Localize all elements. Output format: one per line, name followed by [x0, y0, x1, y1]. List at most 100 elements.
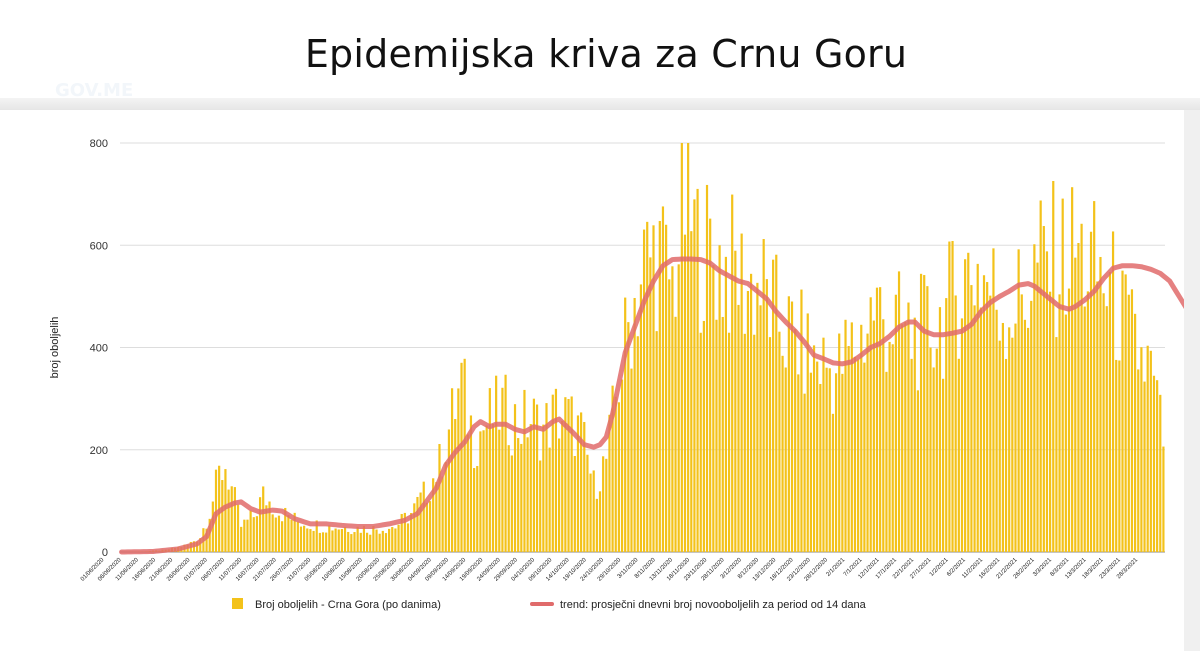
daily-cases-bar [800, 289, 803, 552]
daily-cases-bar [1064, 314, 1067, 552]
daily-cases-bar [1146, 345, 1149, 552]
daily-cases-bar [520, 443, 523, 552]
trend-line [119, 256, 1184, 555]
y-tick-label: 400 [90, 343, 108, 355]
daily-cases-bar [948, 241, 951, 552]
daily-cases-bar [721, 316, 724, 552]
daily-cases-bar [1014, 323, 1017, 552]
daily-cases-bar [1099, 256, 1102, 552]
daily-cases-bar [1134, 313, 1137, 552]
daily-cases-bar [872, 320, 875, 552]
daily-cases-bar [432, 478, 435, 552]
daily-cases-bar [668, 279, 671, 552]
daily-cases-bar [353, 532, 356, 552]
daily-cases-bar [1124, 274, 1127, 552]
daily-cases-bar [312, 530, 315, 552]
daily-cases-bar [655, 331, 658, 552]
daily-cases-bar [746, 290, 750, 552]
daily-cases-bar [1108, 272, 1112, 552]
daily-cases-bar [671, 266, 674, 552]
legend: Broj oboljelih - Crna Gora (po danima) tr… [232, 598, 867, 611]
daily-cases-bar [639, 284, 643, 552]
daily-cases-bar [551, 394, 554, 552]
daily-cases-bar [642, 229, 646, 553]
daily-cases-bar [397, 524, 400, 552]
daily-cases-bar [970, 285, 973, 552]
daily-cases-bar [529, 424, 532, 552]
daily-cases-bar [916, 390, 920, 552]
daily-cases-bar [425, 502, 428, 552]
daily-cases-bar [976, 263, 979, 552]
daily-cases-bar [816, 361, 819, 552]
daily-cases-bar [258, 497, 262, 552]
daily-cases-bar [1143, 381, 1146, 552]
daily-cases-bar [957, 358, 960, 552]
y-axis-label: broj oboljelih [49, 317, 61, 379]
daily-cases-bar [1042, 226, 1045, 552]
daily-cases-bar [926, 286, 929, 552]
daily-cases-bar [986, 282, 989, 552]
daily-cases-bar [768, 337, 772, 552]
daily-cases-bar [296, 521, 299, 552]
daily-cases-bar [1140, 347, 1143, 552]
daily-cases-bar [343, 527, 347, 552]
daily-cases-bar [1127, 294, 1130, 552]
daily-cases-bar [844, 319, 847, 552]
daily-cases-bar [964, 259, 967, 552]
daily-cases-bar [617, 402, 620, 552]
daily-cases-bar [372, 525, 375, 552]
daily-cases-bar [1118, 360, 1121, 552]
daily-cases-bar [224, 469, 227, 552]
daily-cases-bar [1017, 249, 1020, 552]
daily-cases-bar [249, 510, 252, 552]
daily-cases-bar [230, 486, 233, 552]
chart-panel: 0 200 400 600 800 broj oboljelih 01/06/2020 06/… [28, 110, 1184, 646]
daily-cases-bar [457, 388, 460, 552]
daily-cases-bar [517, 438, 520, 552]
daily-cases-bar [444, 461, 447, 552]
daily-cases-bar [447, 429, 451, 552]
daily-cases-bar [790, 301, 794, 552]
daily-cases-bar [321, 532, 325, 552]
daily-cases-bar [394, 528, 397, 552]
daily-cases-bar [277, 515, 281, 552]
daily-cases-bar [309, 529, 312, 552]
daily-cases-bar [318, 532, 321, 552]
daily-cases-bar [1033, 244, 1036, 552]
daily-cases-bar [466, 434, 469, 552]
daily-cases-bar [589, 473, 592, 552]
daily-cases-bar [1045, 251, 1049, 552]
daily-cases-bar [699, 332, 702, 552]
daily-cases-bar [897, 271, 901, 552]
daily-cases-bar [602, 456, 605, 552]
daily-cases-bar [428, 501, 432, 552]
daily-cases-bar [759, 305, 762, 552]
daily-cases-bar [460, 362, 463, 552]
daily-cases-bar [1080, 223, 1083, 552]
daily-cases-bar [1049, 291, 1052, 552]
daily-cases-bar [661, 206, 665, 552]
daily-cases-bar [450, 388, 454, 552]
daily-cases-bar [299, 526, 303, 552]
daily-cases-bar [1159, 394, 1162, 552]
daily-cases-bar [797, 374, 800, 552]
daily-cases-bar [702, 320, 705, 552]
daily-cases-bar [794, 329, 797, 552]
daily-cases-bar [894, 294, 897, 552]
daily-cases-bar [1115, 359, 1118, 552]
daily-cases-bar [737, 304, 740, 552]
daily-cases-bar [825, 367, 828, 552]
daily-cases-bar [614, 396, 617, 552]
daily-cases-bar [838, 333, 841, 552]
daily-cases-bar [576, 415, 580, 552]
daily-cases-bar [982, 275, 986, 552]
daily-cases-bar [1149, 350, 1152, 552]
daily-cases-bar [929, 347, 932, 552]
y-tick-label: 800 [90, 138, 108, 150]
daily-cases-bar [567, 399, 570, 552]
daily-cases-bar [1077, 243, 1080, 552]
daily-cases-bar [252, 517, 255, 552]
daily-cases-bar [847, 346, 850, 552]
daily-cases-bar [822, 337, 825, 552]
daily-cases-bar [340, 529, 343, 552]
